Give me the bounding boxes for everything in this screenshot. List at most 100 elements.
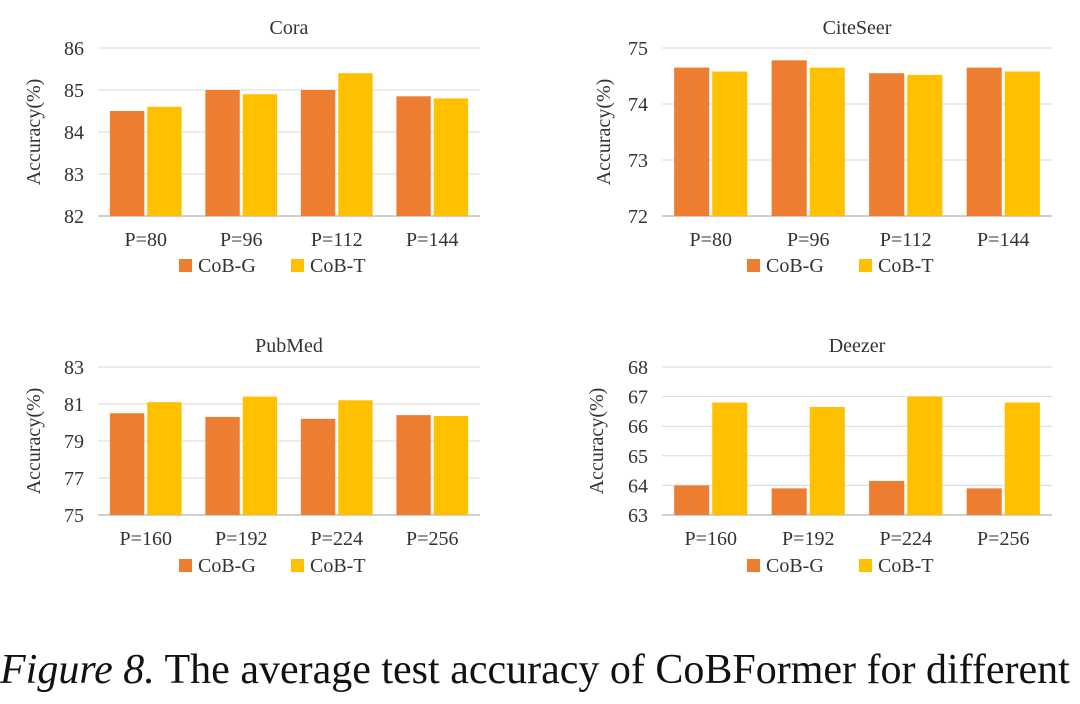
legend-label-cob-t: CoB-T [878,255,934,277]
x-tick-label: P=80 [690,229,732,251]
x-tick-label: P=160 [685,528,737,550]
chart-title: CiteSeer [823,17,892,39]
chart-title: PubMed [255,335,323,357]
bar-cob-t-p160 [712,402,748,515]
chart-title: Deezer [829,335,886,357]
legend-swatch-cob-t [291,259,304,272]
bar-cob-g-p112 [300,90,336,216]
legend-swatch-cob-g [179,559,192,572]
y-tick-label: 75 [64,505,84,527]
y-tick-label: 77 [64,468,84,490]
legend-swatch-cob-t [859,259,872,272]
y-tick-label: 82 [64,206,84,228]
bar-cob-g-p80 [674,67,710,216]
bar-cob-g-p112 [869,73,905,216]
y-axis-label: Accuracy(%) [586,388,608,495]
legend-label-cob-g: CoB-G [198,255,256,277]
y-tick-label: 79 [64,431,84,453]
y-tick-label: 66 [628,416,648,438]
bar-cob-g-p192 [771,488,807,515]
bar-cob-t-p224 [907,396,943,515]
y-tick-label: 74 [628,94,648,116]
legend: CoB-G CoB-T [179,555,366,577]
figure-charts: Cora 82 83 84 85 86 Accuracy(%) P=80 P=96 P=112 P=… [23,17,1052,577]
chart-panel-deezer: Deezer 63 64 65 66 67 68 Accuracy(%) P=160 P=192 P… [586,335,1052,577]
caption-text: The average test accuracy of CoBFormer f… [164,647,1080,693]
y-tick-label: 75 [628,38,648,60]
bar-cob-t-p160 [147,402,182,515]
y-axis-label: Accuracy(%) [593,79,615,186]
y-tick-label: 63 [628,505,648,527]
bar-cob-g-p256 [396,415,431,515]
x-tick-label: P=256 [406,528,458,550]
x-tick-label: P=256 [977,528,1029,550]
x-tick-label: P=112 [311,229,363,251]
y-tick-label: 67 [628,387,648,409]
bar-cob-g-p144 [396,96,431,216]
x-tick-label: P=192 [782,528,834,550]
x-tick-label: P=144 [977,229,1029,251]
bar-cob-g-p192 [205,416,240,515]
y-tick-label: 81 [64,394,84,416]
chart-panel-cora: Cora 82 83 84 85 86 Accuracy(%) P=80 P=96 P=112 P=… [23,17,480,277]
x-tick-label: P=224 [880,528,932,550]
bar-cob-t-p96 [242,94,278,216]
x-tick-label: P=96 [787,229,829,251]
bar-cob-g-p160 [109,413,145,515]
chart-panel-citeseer: CiteSeer 72 73 74 75 Accuracy(%) P=80 P=96 P=112… [593,17,1052,277]
bar-cob-t-p144 [433,98,469,216]
x-tick-label: P=160 [120,528,172,550]
bar-cob-t-p192 [809,406,845,515]
y-tick-label: 72 [628,206,648,228]
bar-cob-t-p144 [1004,71,1040,217]
figure-caption: Figure 8. The average test accuracy of C… [0,640,1080,700]
bar-cob-g-p96 [771,60,807,216]
bar-cob-t-p80 [147,106,182,216]
bar-cob-t-p80 [712,71,748,217]
y-tick-label: 65 [628,446,648,468]
legend-label-cob-g: CoB-G [766,555,824,577]
legend-label-cob-t: CoB-T [310,555,366,577]
x-tick-label: P=80 [125,229,167,251]
y-tick-label: 83 [64,164,84,186]
legend-label-cob-t: CoB-T [310,255,366,277]
bar-cob-t-p112 [338,73,373,216]
caption-label: Figure 8. [0,647,155,693]
legend-swatch-cob-g [747,259,760,272]
x-tick-label: P=192 [215,528,267,550]
legend-swatch-cob-g [747,559,760,572]
bar-cob-g-p256 [966,488,1002,515]
legend-label-cob-g: CoB-G [766,255,824,277]
y-axis-label: Accuracy(%) [23,79,45,186]
y-tick-label: 86 [64,38,84,60]
legend-swatch-cob-g [179,259,192,272]
y-tick-label: 85 [64,80,84,102]
y-tick-label: 68 [628,357,648,379]
chart-panel-pubmed: PubMed 75 77 79 81 83 Accuracy(%) P=160 P=192 P=2… [23,335,480,577]
bar-cob-g-p224 [300,418,336,515]
bar-cob-t-p256 [433,416,469,515]
bar-cob-t-p256 [1004,402,1040,515]
legend-swatch-cob-t [291,559,304,572]
y-tick-label: 64 [628,475,648,497]
bar-cob-t-p224 [338,400,373,515]
x-tick-label: P=144 [406,229,458,251]
bar-cob-g-p96 [205,90,240,216]
y-axis-label: Accuracy(%) [23,388,45,495]
x-tick-label: P=112 [880,229,932,251]
bar-cob-g-p80 [109,111,145,216]
legend-swatch-cob-t [859,559,872,572]
x-tick-label: P=96 [220,229,262,251]
bar-cob-t-p112 [907,74,943,216]
legend-label-cob-g: CoB-G [198,555,256,577]
legend: CoB-G CoB-T [747,255,934,277]
bar-cob-g-p160 [674,485,710,515]
legend: CoB-G CoB-T [747,555,934,577]
bar-cob-g-p144 [966,67,1002,216]
bar-cob-t-p96 [809,67,845,216]
y-tick-label: 73 [628,150,648,172]
bar-cob-t-p192 [242,396,278,515]
y-tick-label: 84 [64,122,84,144]
x-tick-label: P=224 [311,528,363,550]
bar-cob-g-p224 [869,480,905,515]
